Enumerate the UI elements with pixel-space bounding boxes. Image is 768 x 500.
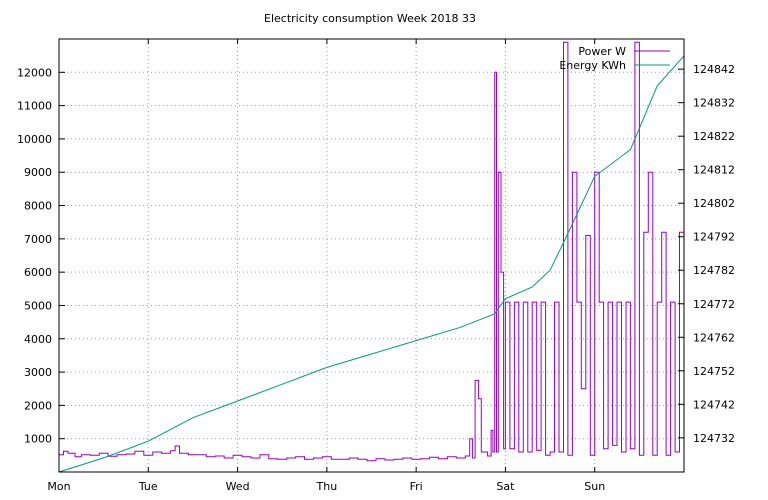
y-right-tick-label: 124772 — [693, 298, 735, 311]
y-right-tick-label: 124832 — [693, 97, 735, 110]
y-left-tick-label: 1000 — [24, 433, 52, 446]
y-right-tick-label: 124792 — [693, 231, 735, 244]
y-right-tick-label: 124782 — [693, 264, 735, 277]
y-right-tick-label: 124802 — [693, 197, 735, 210]
y-left-tick-label: 6000 — [24, 266, 52, 279]
y-left-tick-label: 12000 — [17, 66, 52, 79]
grid-lines — [59, 39, 684, 472]
legend-label: Power W — [578, 45, 626, 58]
y-right-tick-label: 124842 — [693, 63, 735, 76]
y-left-tick-label: 8000 — [24, 200, 52, 213]
y-left-tick-label: 2000 — [24, 399, 52, 412]
y-right-tick-label: 124812 — [693, 164, 735, 177]
legend-label: Energy KWh — [559, 59, 626, 72]
x-tick-label: Thu — [316, 480, 338, 493]
x-tick-label: Wed — [226, 480, 250, 493]
y-left-tick-label: 10000 — [17, 133, 52, 146]
y-right-tick-label: 124732 — [693, 432, 735, 445]
y-right-tick-label: 124762 — [693, 331, 735, 344]
y-left-tick-label: 7000 — [24, 233, 52, 246]
y-left-tick-label: 5000 — [24, 299, 52, 312]
x-tick-label: Tue — [138, 480, 158, 493]
x-tick-label: Fri — [410, 480, 423, 493]
y-left-tick-label: 9000 — [24, 166, 52, 179]
y-right-tick-label: 124822 — [693, 130, 735, 143]
plot-frame — [58, 38, 685, 473]
y-right-tick-label: 124742 — [693, 398, 735, 411]
y-right-tick-label: 124752 — [693, 365, 735, 378]
x-tick-label: Sat — [496, 480, 515, 493]
axes: Mon Tue Wed Thu Fri Sat Sun 1000 2000 3000 4000 500… — [17, 39, 735, 493]
x-tick-label: Sun — [584, 480, 605, 493]
series-line-energy-kwh — [58, 55, 685, 473]
y-left-tick-label: 11000 — [17, 100, 52, 113]
chart-title: Electricity consumption Week 2018 33 — [264, 12, 476, 25]
series-line-power-w — [59, 41, 685, 462]
y-left-tick-label: 4000 — [24, 333, 52, 346]
y-left-tick-label: 3000 — [24, 366, 52, 379]
series-layer — [58, 41, 685, 473]
x-tick-label: Mon — [47, 480, 70, 493]
